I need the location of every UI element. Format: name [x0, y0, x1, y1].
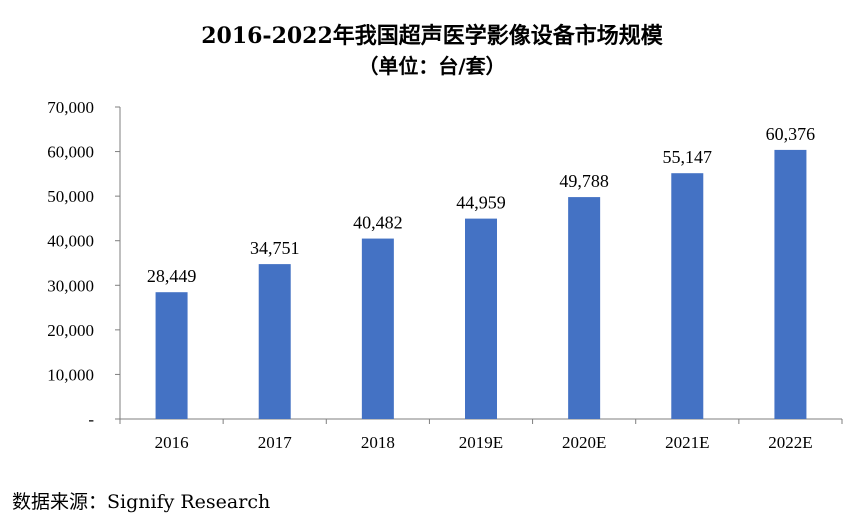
bar: [258, 264, 291, 419]
y-tick-label: 40,000: [47, 232, 94, 251]
y-tick-label: 60,000: [47, 143, 94, 162]
data-label: 49,788: [559, 171, 609, 191]
bar: [774, 149, 807, 419]
bar: [568, 197, 601, 419]
x-tick-label: 2021E: [665, 433, 709, 452]
y-tick-label: -: [88, 410, 94, 429]
x-tick-label: 2020E: [562, 433, 606, 452]
data-label: 28,449: [147, 266, 197, 286]
data-label: 55,147: [663, 147, 713, 167]
bar: [361, 238, 394, 419]
chart-subtitle: （单位：台/套）: [358, 54, 506, 78]
source-note: 数据来源：Signify Research: [12, 491, 271, 513]
x-tick-label: 2016: [155, 433, 189, 452]
data-label: 40,482: [353, 213, 403, 233]
x-tick-label: 2022E: [768, 433, 812, 452]
bar: [671, 173, 704, 419]
data-label: 60,376: [766, 124, 816, 144]
y-tick-label: 70,000: [47, 98, 94, 117]
data-label: 34,751: [250, 238, 300, 258]
x-tick-label: 2018: [361, 433, 395, 452]
y-tick-label: 20,000: [47, 321, 94, 340]
data-label: 44,959: [456, 193, 506, 213]
chart-title: 2016-2022年我国超声医学影像设备市场规模: [201, 23, 663, 49]
y-tick-label: 10,000: [47, 365, 94, 384]
y-tick-label: 30,000: [47, 276, 94, 295]
x-tick-label: 2019E: [459, 433, 503, 452]
x-tick-label: 2017: [258, 433, 293, 452]
bar: [465, 218, 497, 419]
y-tick-label: 50,000: [47, 187, 94, 206]
bar: [155, 292, 188, 419]
